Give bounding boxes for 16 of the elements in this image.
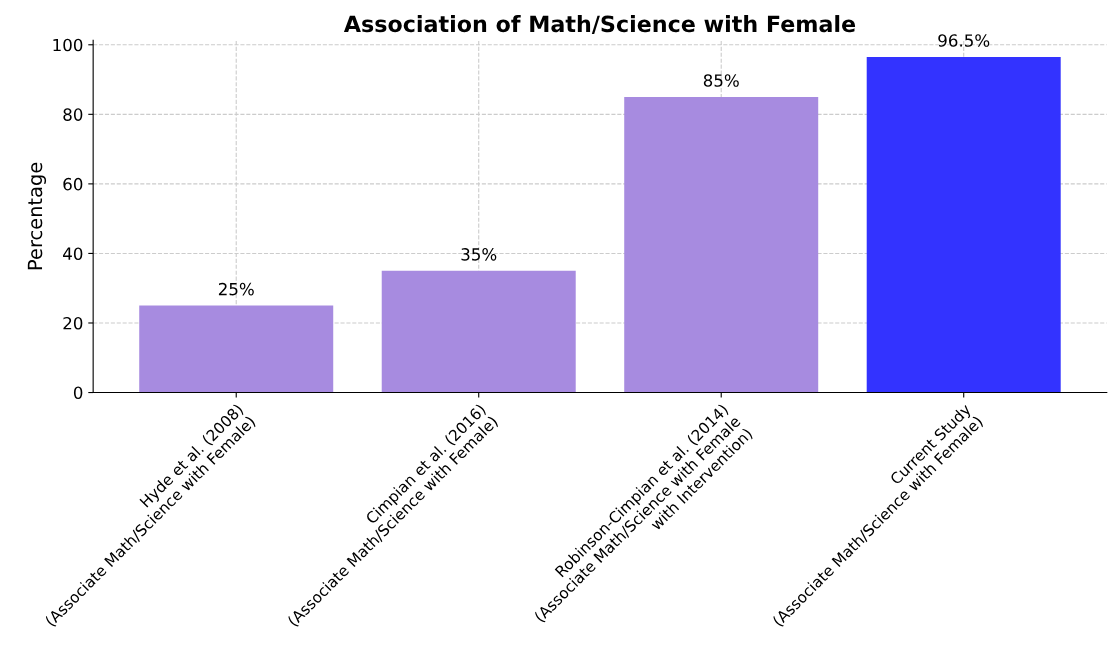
- y-tick-label: 100: [53, 38, 83, 52]
- bar: [381, 270, 576, 393]
- bar: [624, 96, 819, 393]
- y-tick-label: 80: [63, 108, 83, 121]
- bar: [139, 305, 334, 393]
- data-label: 85%: [703, 74, 739, 87]
- data-label: 25%: [218, 282, 254, 296]
- y-axis-title: Percentage: [27, 162, 47, 270]
- y-tick-label: 0: [73, 386, 83, 400]
- y-tick-label: 40: [63, 247, 83, 260]
- bar: [866, 56, 1061, 393]
- y-tick-label: 60: [63, 177, 83, 191]
- chart-title: Association of Math/Science with Female: [343, 15, 856, 34]
- y-tick-label: 20: [63, 316, 83, 330]
- data-label: 35%: [461, 248, 497, 261]
- data-label: 96.5%: [938, 34, 990, 47]
